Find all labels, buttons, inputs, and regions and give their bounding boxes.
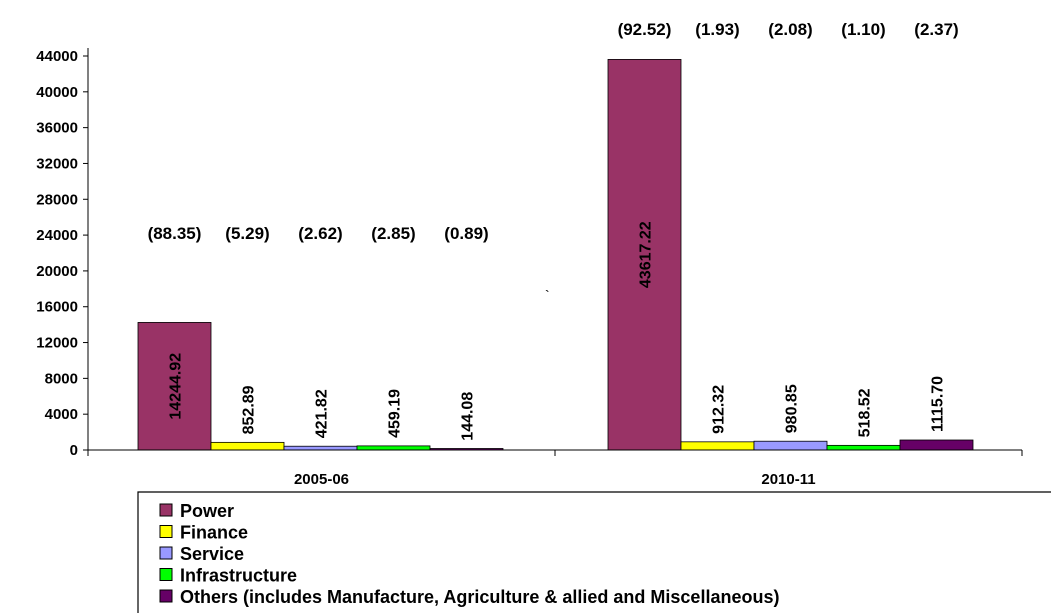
- share-label: (5.29): [225, 224, 269, 243]
- y-tick-label: 12000: [36, 335, 78, 352]
- y-axis: 0 4000 8000 12000 16000 20000 24000 28000 32000 3…: [36, 48, 89, 459]
- bar: [899, 439, 974, 451]
- legend-entry: Finance: [180, 523, 248, 543]
- bar-value-label: 980.85: [784, 384, 801, 433]
- y-tick-label: 20000: [36, 263, 78, 280]
- legend-entry: Others (includes Manufacture, Agricultur…: [180, 587, 779, 607]
- bar: [753, 440, 828, 451]
- x-axis: 2005-06 2010-11: [87, 449, 1023, 488]
- y-tick-label: 36000: [36, 120, 78, 137]
- y-tick-label: 44000: [36, 48, 78, 65]
- bar: [680, 441, 755, 451]
- bar-value-label: 852.89: [241, 385, 258, 434]
- bar: [826, 444, 901, 451]
- bar-value-label: 421.82: [314, 389, 331, 438]
- y-tick-label: 40000: [36, 84, 78, 101]
- legend: PowerFinanceServiceInfrastructureOthers …: [137, 491, 1051, 613]
- share-label: (88.35): [148, 224, 202, 243]
- bar-value-label: 518.52: [857, 388, 874, 437]
- legend-border: [137, 491, 1051, 613]
- share-labels: (88.35) (5.29) (2.62) (2.85) (0.89) (92.52) (1…: [148, 20, 959, 243]
- bars: 14244.92 852.89 421.82 459.19 144.08 43617.22…: [137, 59, 974, 451]
- y-tick-label: 4000: [45, 406, 78, 423]
- bar-value-label: 459.19: [387, 389, 404, 438]
- bar-value-label: 144.08: [460, 392, 477, 441]
- y-tick-label: 32000: [36, 155, 78, 172]
- y-tick-label: 24000: [36, 227, 78, 244]
- legend-swatch: [159, 546, 173, 560]
- x-category-label: 2005-06: [294, 471, 349, 488]
- legend-entry: Service: [180, 544, 244, 564]
- y-tick-label: 16000: [36, 299, 78, 316]
- bar-value-label: 14244.92: [168, 353, 185, 420]
- bar: [356, 445, 431, 451]
- legend-entry: Power: [180, 501, 234, 521]
- bar: [210, 441, 285, 451]
- share-label: (2.62): [298, 224, 342, 243]
- share-label: (92.52): [618, 20, 672, 39]
- bar-value-label: 912.32: [711, 385, 728, 434]
- share-label: (1.10): [841, 20, 885, 39]
- bar-value-label: 1115.70: [930, 376, 947, 432]
- legend-swatch: [159, 568, 173, 581]
- y-tick-label: 28000: [36, 191, 78, 208]
- share-label: (0.89): [444, 224, 488, 243]
- y-tick-label: 0: [70, 442, 78, 459]
- share-label: (2.37): [914, 20, 958, 39]
- bar: [607, 59, 682, 451]
- legend-swatch: [159, 589, 173, 603]
- bar: [283, 445, 358, 451]
- y-tick-label: 8000: [45, 370, 78, 387]
- bar: [137, 322, 212, 451]
- share-label: (2.08): [768, 20, 812, 39]
- share-label: (1.93): [695, 20, 739, 39]
- x-category-label: 2010-11: [761, 471, 815, 488]
- bar-value-label: 43617.22: [638, 221, 655, 288]
- legend-entry: Infrastructure: [180, 566, 297, 586]
- share-label: (2.85): [371, 224, 415, 243]
- legend-swatch: [159, 503, 173, 517]
- legend-swatch: [159, 525, 173, 538]
- stray-mark: `: [545, 287, 550, 303]
